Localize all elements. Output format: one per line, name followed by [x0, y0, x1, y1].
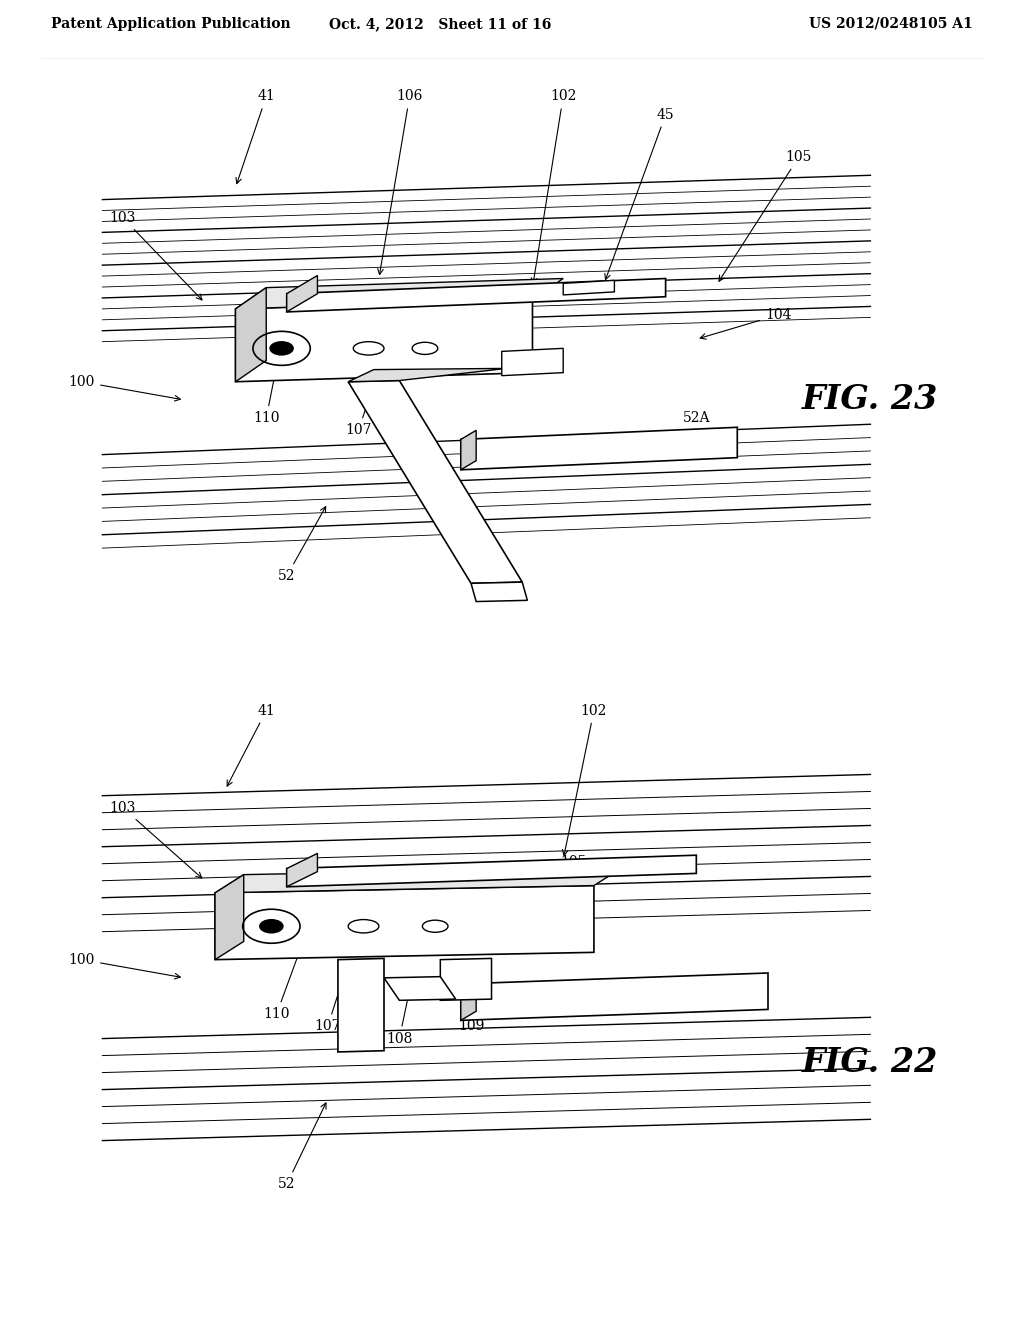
Polygon shape: [215, 875, 244, 960]
Polygon shape: [287, 854, 317, 887]
Polygon shape: [338, 958, 384, 1052]
Text: 102: 102: [562, 704, 607, 855]
Circle shape: [269, 341, 294, 355]
Polygon shape: [236, 288, 266, 381]
Text: 100: 100: [69, 375, 180, 401]
Text: 107: 107: [314, 966, 348, 1034]
Text: 105: 105: [537, 855, 587, 875]
Text: 52: 52: [278, 507, 326, 583]
Text: FIG. 22: FIG. 22: [802, 1047, 939, 1080]
Polygon shape: [563, 280, 614, 294]
Text: 110: 110: [263, 948, 301, 1022]
Text: 108: 108: [386, 994, 413, 1045]
Polygon shape: [236, 300, 532, 381]
Text: 52A: 52A: [683, 995, 710, 1010]
Text: FIG. 23: FIG. 23: [802, 383, 939, 417]
Polygon shape: [287, 276, 317, 312]
Polygon shape: [215, 886, 594, 960]
Text: Patent Application Publication: Patent Application Publication: [51, 17, 291, 30]
Text: 100: 100: [69, 953, 180, 979]
Text: 103: 103: [110, 211, 202, 300]
Polygon shape: [461, 428, 737, 470]
Polygon shape: [461, 430, 476, 470]
Polygon shape: [461, 974, 476, 1020]
Polygon shape: [236, 279, 563, 309]
Text: 45: 45: [605, 107, 675, 280]
Text: 107: 107: [345, 388, 374, 437]
Polygon shape: [502, 348, 563, 376]
Polygon shape: [384, 977, 456, 1001]
Text: Oct. 4, 2012   Sheet 11 of 16: Oct. 4, 2012 Sheet 11 of 16: [329, 17, 552, 30]
Polygon shape: [471, 582, 527, 602]
Text: 41: 41: [236, 90, 275, 183]
Polygon shape: [348, 368, 507, 381]
Text: 102: 102: [531, 90, 577, 284]
Polygon shape: [287, 279, 666, 312]
Text: US 2012/0248105 A1: US 2012/0248105 A1: [809, 17, 973, 30]
Text: 52: 52: [278, 1104, 326, 1192]
Text: 106: 106: [378, 90, 423, 275]
Polygon shape: [440, 958, 492, 1001]
Polygon shape: [287, 855, 696, 887]
Text: 105: 105: [719, 150, 812, 281]
Polygon shape: [215, 867, 623, 892]
Text: 109: 109: [458, 994, 484, 1034]
Text: 41: 41: [227, 704, 275, 785]
Polygon shape: [348, 380, 522, 583]
Circle shape: [259, 919, 284, 933]
Polygon shape: [461, 973, 768, 1020]
Text: 52A: 52A: [669, 411, 710, 442]
Text: 104: 104: [700, 308, 792, 339]
Text: 110: 110: [253, 371, 280, 425]
Text: 103: 103: [110, 801, 202, 878]
